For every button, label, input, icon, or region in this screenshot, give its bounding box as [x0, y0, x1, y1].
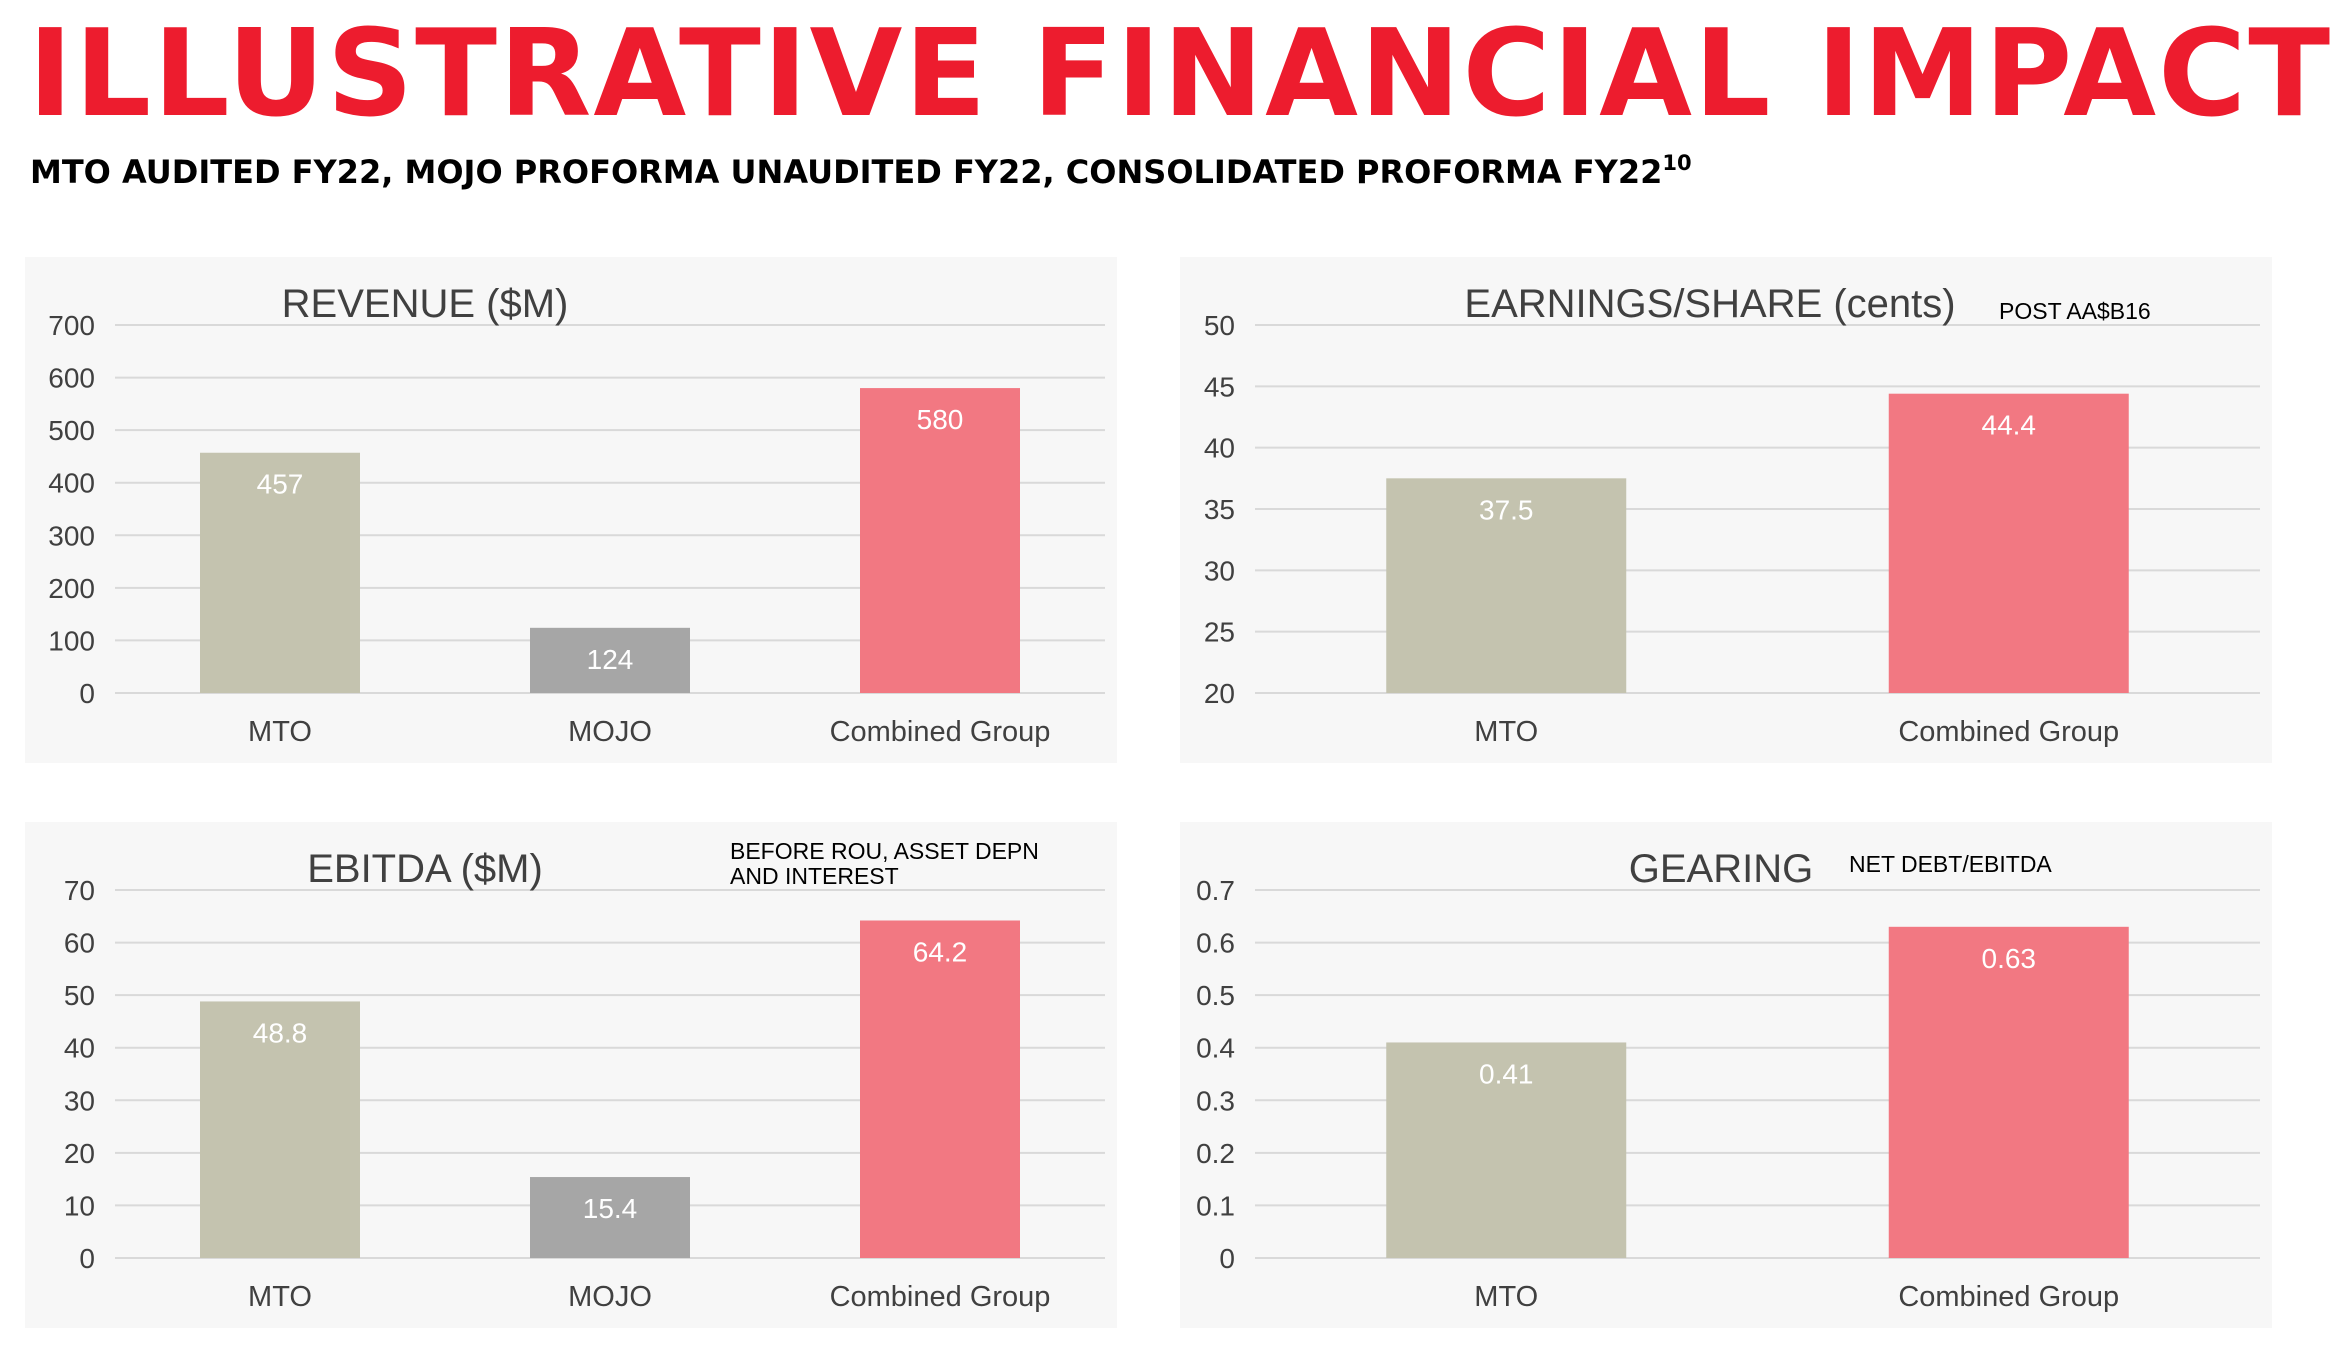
y-tick-label: 400	[48, 468, 95, 499]
y-tick-label: 10	[64, 1190, 95, 1221]
category-label-combined-group: Combined Group	[1898, 716, 2119, 748]
bar-combined-group	[860, 920, 1020, 1258]
footnote-ref: 10	[1662, 151, 1692, 175]
chart-note: NET DEBT/EBITDA	[1849, 851, 2052, 877]
bar-mto	[1386, 478, 1627, 693]
data-label-mojo: 15.4	[583, 1193, 638, 1224]
y-tick-label: 70	[64, 875, 95, 906]
bar-mto	[200, 452, 360, 693]
data-label-mto: 37.5	[1479, 494, 1534, 525]
data-label-mojo: 124	[587, 644, 634, 675]
data-label-mto: 457	[257, 469, 304, 500]
y-tick-label: 500	[48, 415, 95, 446]
bar-combined-group	[1888, 926, 2129, 1258]
bar-mojo	[530, 627, 690, 693]
page-subtitle: MTO AUDITED FY22, MOJO PROFORMA UNAUDITE…	[30, 150, 1692, 194]
chart-title: EBITDA ($M)	[307, 847, 543, 891]
y-tick-label: 40	[64, 1033, 95, 1064]
y-tick-label: 20	[1204, 678, 1235, 709]
bar-mto	[200, 1001, 360, 1258]
y-tick-label: 0.7	[1196, 875, 1235, 906]
data-label-mto: 48.8	[253, 1017, 308, 1048]
category-label-mojo: MOJO	[568, 1281, 652, 1313]
category-label-combined-group: Combined Group	[1898, 1281, 2119, 1313]
y-tick-label: 60	[64, 928, 95, 959]
chart-note: AND INTEREST	[730, 863, 899, 889]
y-tick-label: 50	[1204, 310, 1235, 341]
y-tick-label: 40	[1204, 433, 1235, 464]
subtitle-text: MTO AUDITED FY22, MOJO PROFORMA UNAUDITE…	[30, 153, 1663, 191]
gearing-chart-panel: 0 0.1 0.2 0.3 0.4 0.5 0.6 0.7 GEARING NET DEBT/EB…	[1180, 822, 2272, 1328]
revenue-chart-panel: 0 100 200 300 400 500 600 700 REVENUE ($M) 457 MTO…	[25, 257, 1117, 763]
bar-mto	[1386, 1042, 1627, 1258]
y-tick-label: 0.1	[1196, 1190, 1235, 1221]
y-tick-label: 600	[48, 363, 95, 394]
chart-note: POST AA$B16	[1999, 298, 2151, 324]
page-title: ILLUSTRATIVE FINANCIAL IMPACT	[28, 5, 2333, 144]
y-tick-label: 0.2	[1196, 1138, 1235, 1169]
y-tick-label: 50	[64, 980, 95, 1011]
y-tick-label: 200	[48, 573, 95, 604]
category-label-combined-group: Combined Group	[830, 1281, 1051, 1313]
bar-combined-group	[860, 388, 1020, 693]
category-label-mto: MTO	[1474, 716, 1538, 748]
earnings-per-share-chart-panel: 20 25 30 35 40 45 50 EARNINGS/SHARE (cents) POST…	[1180, 257, 2272, 763]
gearing-chart: 0 0.1 0.2 0.3 0.4 0.5 0.6 0.7 GEARING NET DEBT/EB…	[1196, 847, 2260, 1313]
y-tick-label: 0.3	[1196, 1085, 1235, 1116]
data-label-combined-group: 64.2	[913, 936, 968, 967]
data-label-combined-group: 580	[917, 404, 964, 435]
data-label-combined-group: 44.4	[1982, 410, 2037, 441]
y-tick-label: 35	[1204, 494, 1235, 525]
y-tick-label: 0	[79, 1243, 95, 1274]
bar-combined-group	[1888, 393, 2129, 693]
chart-title: GEARING	[1629, 847, 1813, 891]
data-label-mto: 0.41	[1479, 1058, 1534, 1089]
category-label-mto: MTO	[1474, 1281, 1538, 1313]
y-tick-label: 30	[1204, 555, 1235, 586]
category-label-mto: MTO	[248, 716, 312, 748]
y-tick-label: 0	[79, 678, 95, 709]
category-label-mojo: MOJO	[568, 716, 652, 748]
y-tick-label: 0.5	[1196, 980, 1235, 1011]
chart-note: BEFORE ROU, ASSET DEPN	[730, 838, 1039, 864]
data-label-combined-group: 0.63	[1982, 943, 2037, 974]
revenue-chart: 0 100 200 300 400 500 600 700 REVENUE ($M) 457 MTO…	[48, 282, 1105, 748]
bar-mojo	[530, 1177, 690, 1258]
y-tick-label: 100	[48, 625, 95, 656]
category-label-mto: MTO	[248, 1281, 312, 1313]
y-tick-label: 300	[48, 520, 95, 551]
category-label-combined-group: Combined Group	[830, 716, 1051, 748]
y-tick-label: 25	[1204, 617, 1235, 648]
chart-title: EARNINGS/SHARE (cents)	[1464, 282, 1955, 326]
y-tick-label: 0.6	[1196, 928, 1235, 959]
y-tick-label: 45	[1204, 371, 1235, 402]
y-tick-label: 700	[48, 310, 95, 341]
ebitda-chart-panel: 0 10 20 30 40 50 60 70 EBITDA ($M) BEFORE ROU, AS…	[25, 822, 1117, 1328]
y-tick-label: 20	[64, 1138, 95, 1169]
chart-title: REVENUE ($M)	[282, 282, 569, 326]
y-tick-label: 0.4	[1196, 1033, 1235, 1064]
earnings-per-share-chart: 20 25 30 35 40 45 50 EARNINGS/SHARE (cents) POST…	[1204, 282, 2260, 748]
ebitda-chart: 0 10 20 30 40 50 60 70 EBITDA ($M) BEFORE ROU, AS…	[64, 838, 1105, 1313]
y-tick-label: 30	[64, 1085, 95, 1116]
y-tick-label: 0	[1219, 1243, 1235, 1274]
